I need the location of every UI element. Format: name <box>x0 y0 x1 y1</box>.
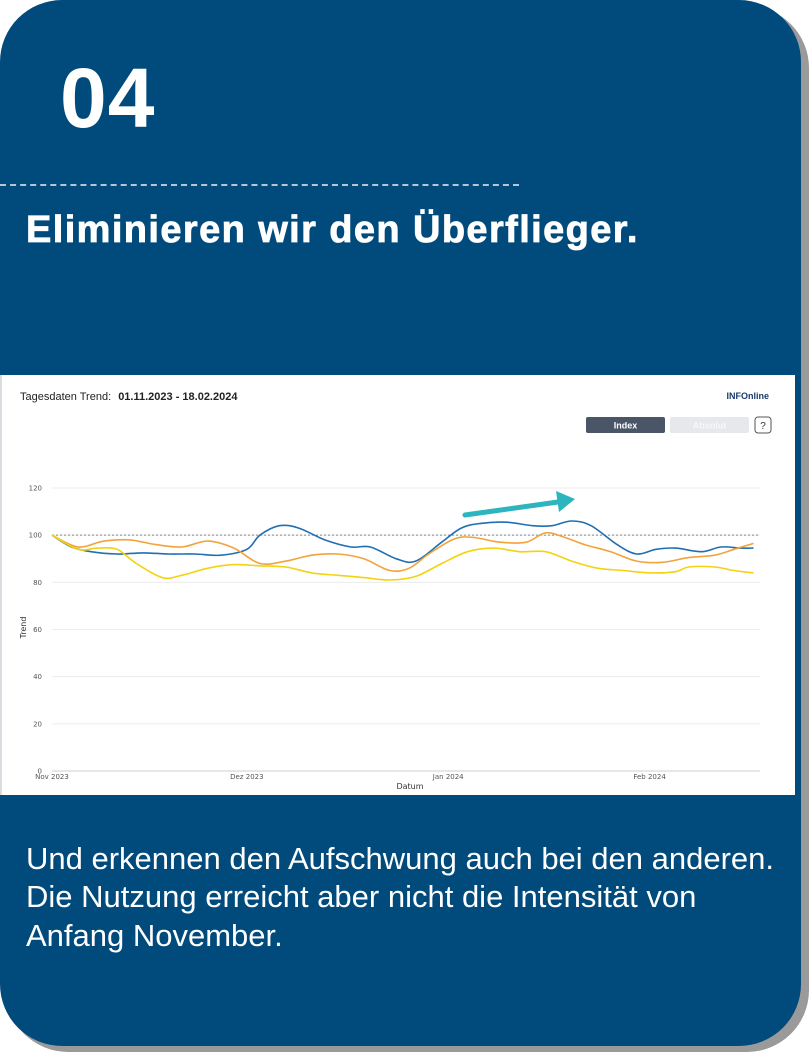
y-tick-label: 0 <box>38 768 42 776</box>
step-number: 04 <box>60 51 156 145</box>
y-tick-label: 120 <box>29 485 42 493</box>
series-line-1 <box>51 520 754 564</box>
y-tick-label: 100 <box>29 532 42 540</box>
index-toggle-button[interactable]: Index <box>586 417 665 433</box>
y-axis-title: Trend <box>19 617 28 640</box>
x-tick-label: Nov 2023 <box>35 773 69 781</box>
y-tick-label: 80 <box>33 579 42 587</box>
chart-header-label: Tagesdaten Trend: <box>20 391 111 403</box>
absolut-toggle-button[interactable]: Absolut <box>670 417 749 433</box>
series-line-3 <box>51 534 754 581</box>
chart-grid <box>52 487 760 772</box>
index-button-label: Index <box>614 421 638 431</box>
chart-ticks: 0 20 40 60 80 100 120 Nov 2023 Dez 2023 Jan 2024 F… <box>29 485 667 782</box>
chart-date-range: 01.11.2023 - 18.02.2024 <box>118 391 238 403</box>
y-tick-label: 40 <box>33 673 42 681</box>
svg-text:Tagesdaten Trend: 01.1: Tagesdaten Trend: 01.11.2023 - 18.02.202… <box>20 391 238 403</box>
headline: Eliminieren wir den Überflieger. <box>26 209 639 252</box>
series-line-2 <box>51 531 754 572</box>
trend-arrow-annotation <box>462 491 575 518</box>
y-tick-label: 20 <box>33 720 42 728</box>
x-tick-label: Dez 2023 <box>230 773 263 781</box>
trend-chart-panel: Tagesdaten Trend: 01.11.2023 - 18.02.202… <box>0 375 795 795</box>
dashed-divider <box>0 184 519 186</box>
chart-series <box>51 520 754 581</box>
trend-chart: Tagesdaten Trend: 01.11.2023 - 18.02.202… <box>19 391 772 791</box>
y-tick-label: 60 <box>33 626 42 634</box>
help-button[interactable]: ? <box>754 416 772 434</box>
help-icon: ? <box>760 421 766 432</box>
infonline-logo: INFOnline <box>727 391 770 401</box>
caption-text: Und erkennen den Aufschwung auch bei den… <box>26 841 775 953</box>
x-tick-label: Feb 2024 <box>633 773 666 781</box>
x-axis-title: Datum <box>396 782 423 791</box>
absolut-button-label: Absolut <box>693 421 727 431</box>
x-tick-label: Jan 2024 <box>432 773 464 781</box>
